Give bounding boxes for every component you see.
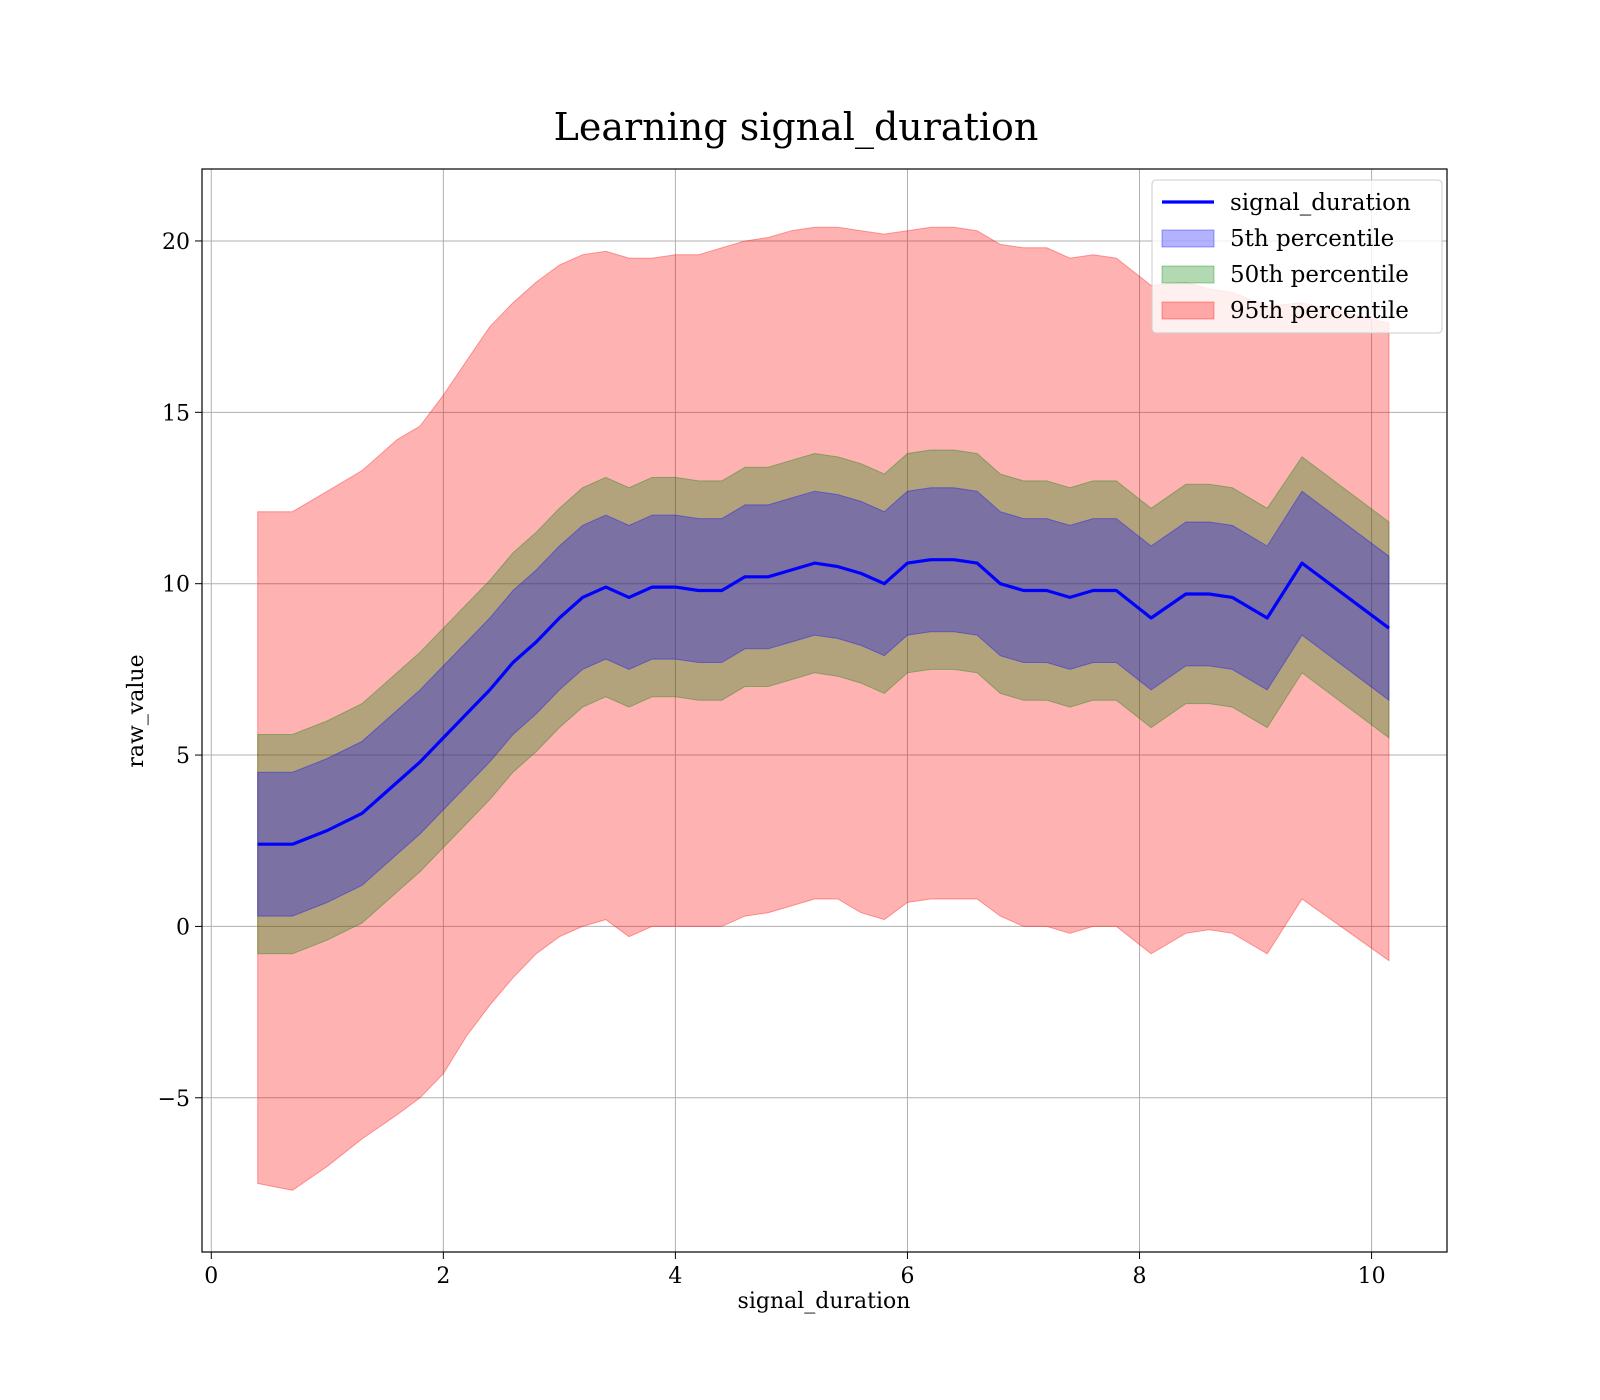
y-tick-label: 10 bbox=[162, 573, 190, 598]
y-tick-label: 15 bbox=[162, 401, 190, 426]
grid bbox=[202, 169, 1447, 1252]
x-tick-label: 10 bbox=[1358, 1264, 1386, 1289]
y-tick-label: 0 bbox=[176, 915, 190, 940]
band-95th-percentile bbox=[257, 226, 1390, 1191]
band-50th-percentile bbox=[257, 449, 1390, 955]
plot-area bbox=[257, 226, 1390, 1191]
plot-frame bbox=[201, 168, 1448, 1253]
x-tick-label: 6 bbox=[900, 1264, 914, 1289]
x-tick-label: 0 bbox=[204, 1264, 218, 1289]
y-tick-label: 5 bbox=[176, 744, 190, 769]
series-line-signal-duration bbox=[257, 558, 1390, 846]
legend-label: signal_duration bbox=[1230, 190, 1411, 216]
x-tick-label: 8 bbox=[1133, 1264, 1147, 1289]
band-5th-percentile bbox=[257, 487, 1390, 917]
y-tick-label: −5 bbox=[158, 1087, 190, 1112]
legend-swatch-band bbox=[1161, 265, 1215, 284]
x-tick-label: 4 bbox=[668, 1264, 682, 1289]
legend-label: 95th percentile bbox=[1230, 298, 1409, 324]
x-axis-label: signal_duration bbox=[738, 1289, 911, 1314]
y-axis-label: raw_value bbox=[124, 654, 149, 767]
legend-label: 50th percentile bbox=[1230, 262, 1409, 288]
legend-swatch-band bbox=[1161, 229, 1215, 248]
legend-swatch-band bbox=[1161, 301, 1215, 320]
chart-title: Learning signal_duration bbox=[554, 105, 1039, 150]
y-tick-label: 20 bbox=[162, 230, 190, 255]
x-tick-label: 2 bbox=[436, 1264, 450, 1289]
axis-ticks: 0 2 4 6 8 10 −5 0 5 10 15 20 bbox=[158, 230, 1386, 1289]
legend-box bbox=[1151, 179, 1443, 334]
legend: signal_duration 5th percentile 50th percen… bbox=[1151, 179, 1443, 334]
legend-label: 5th percentile bbox=[1230, 226, 1394, 252]
